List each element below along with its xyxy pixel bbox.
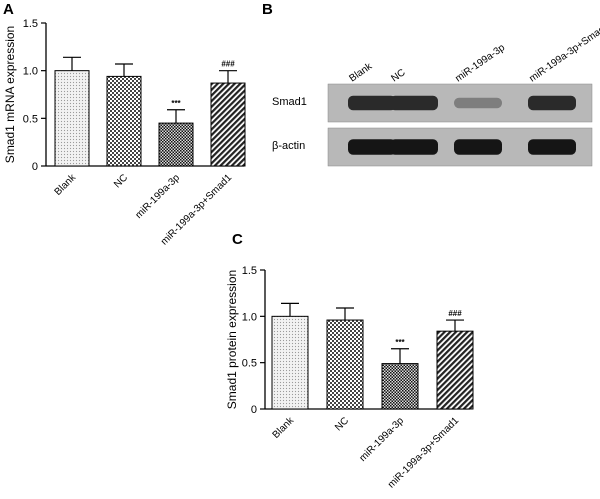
blot-lane-labels: Blank NC miR-199a-3p miR-199a-3p+Smad1 <box>347 21 600 85</box>
panel-letter-a: A <box>3 1 14 18</box>
blot-lane-label: miR-199a-3p <box>453 42 507 84</box>
blot-band <box>454 139 502 155</box>
significance-label: *** <box>395 338 405 347</box>
y-tick-label: 0.5 <box>23 113 38 125</box>
chart-a: Smad1 mRNA expression 00.51.01.5 ***### … <box>3 18 246 248</box>
blot-rows: Smad1 β-actin <box>272 83 593 167</box>
y-axis-label-a: Smad1 mRNA expression <box>3 26 17 163</box>
blot-band <box>528 139 576 155</box>
bar <box>158 122 194 167</box>
western-blot: Blank NC miR-199a-3p miR-199a-3p+Smad1 Smad… <box>272 21 600 167</box>
bar <box>326 319 364 410</box>
significance-label: ### <box>221 60 235 69</box>
y-tick-label: 1.0 <box>23 66 38 78</box>
blot-lane-label: NC <box>389 67 407 84</box>
y-tick-label: 0.5 <box>242 358 257 370</box>
blot-row-label: Smad1 <box>272 96 307 108</box>
y-tick-label: 1.5 <box>23 18 38 30</box>
blot-lane-label: Blank <box>347 61 375 85</box>
y-tick-label: 0 <box>32 161 38 173</box>
blot-band <box>454 97 502 109</box>
category-label: Blank <box>53 172 79 198</box>
y-tick-label: 1.0 <box>242 311 257 323</box>
blot-band <box>348 139 396 155</box>
category-label: miR-199a-3p <box>133 172 182 221</box>
category-label: miR-199a-3p <box>357 415 406 464</box>
bar <box>54 70 90 167</box>
category-label: NC <box>333 415 351 433</box>
category-label: NC <box>112 172 130 190</box>
bars-a: *** ### <box>54 56 246 167</box>
bar <box>271 315 309 410</box>
bar <box>381 363 419 410</box>
significance-label: ### <box>448 309 462 318</box>
y-tick-label: 1.5 <box>242 265 257 277</box>
blot-row-label: β-actin <box>272 140 305 152</box>
blot-band <box>390 139 438 155</box>
bars-c: *** ### <box>271 302 474 410</box>
blot-band <box>528 95 576 111</box>
blot-band <box>390 95 438 111</box>
y-tick-label: 0 <box>251 404 257 416</box>
y-axis-label-c: Smad1 protein expression <box>225 270 239 409</box>
blot-band <box>348 95 396 111</box>
bar <box>436 330 474 410</box>
bar <box>210 82 246 167</box>
chart-c: Smad1 protein expression 0 0.5 1.0 1.5 *** #… <box>225 265 474 491</box>
panel-letter-c: C <box>232 231 243 248</box>
significance-label: *** <box>171 99 181 108</box>
category-label: Blank <box>271 415 297 441</box>
blot-lane-label: miR-199a-3p+Smad1 <box>527 21 600 85</box>
panel-letter-b: B <box>262 1 273 18</box>
bar <box>106 75 142 167</box>
